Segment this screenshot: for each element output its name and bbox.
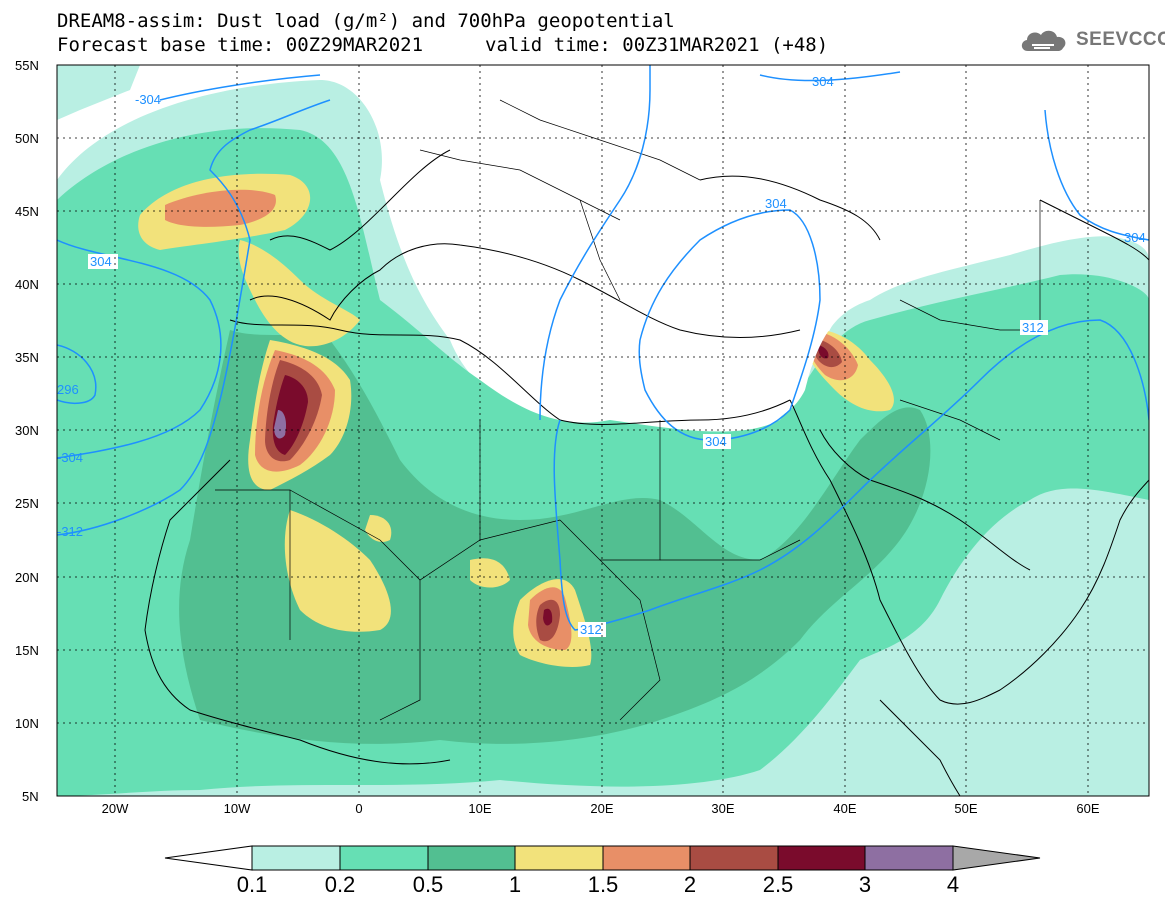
contour-label: 312 [580, 622, 602, 637]
lat-tick: 35N [15, 350, 39, 365]
contour-304-northwest [159, 74, 321, 101]
contour-label: 304 [90, 254, 112, 269]
gridlines [57, 65, 1149, 796]
colorbar-swatch [864, 845, 954, 871]
contour-304-northeast [759, 71, 901, 82]
colorbar-label: 0.5 [412, 872, 444, 897]
lat-tick: 55N [15, 58, 39, 73]
colorbar-label: 4 [946, 872, 960, 897]
lat-tick: 30N [15, 423, 39, 438]
valid-time: valid time: 00Z31MAR2021 (+48) [485, 34, 829, 56]
coastlines [144, 149, 1149, 796]
country-borders [215, 99, 1041, 721]
colorbar-swatch [339, 845, 429, 871]
colorbar-label: 1 [508, 872, 522, 897]
lat-tick: 45N [15, 204, 39, 219]
colorbar-swatch [251, 845, 341, 871]
lon-tick: 10E [468, 801, 491, 816]
contour-312-west [57, 99, 331, 536]
colorbar-swatch [777, 845, 866, 871]
colorbar-label: 0.2 [324, 872, 356, 897]
dust-field-3 [274, 410, 287, 439]
contour-label: 304 [705, 434, 727, 449]
colorbar-under-arrow [164, 845, 253, 871]
colorbar-over-arrow [952, 845, 1041, 871]
lat-tick: 40N [15, 277, 39, 292]
longitude-labels: 20W 10W 0 10E 20E 30E 40E 50E 60E [102, 801, 1100, 816]
seevccc-logo: SEEVCCC [1018, 27, 1165, 55]
logo-text: SEEVCCC [1076, 29, 1165, 50]
colorbar-label: 0.1 [236, 872, 268, 897]
colorbar-swatch [514, 845, 604, 871]
lon-tick: 40E [833, 801, 856, 816]
cloud-logo-icon [1021, 30, 1066, 51]
contour-296 [57, 344, 97, 405]
contour-304-central [553, 319, 1149, 631]
colorbar-label: 2 [683, 872, 697, 897]
lat-tick: 15N [15, 643, 39, 658]
contour-label: 296 [57, 382, 79, 397]
contour-labels: -304 304 296 -304 -312 304 304 304 312 3… [57, 74, 1146, 637]
lon-tick: 60E [1076, 801, 1099, 816]
geopotential-contours [57, 65, 1149, 631]
lat-tick: 25N [15, 496, 39, 511]
lon-tick: 20W [102, 801, 129, 816]
colorbar-swatch [689, 845, 779, 871]
colorbar-label: 3 [858, 872, 872, 897]
lon-tick: 30E [711, 801, 734, 816]
contour-304-east [638, 209, 821, 441]
lat-tick: 10N [15, 716, 39, 731]
lat-tick: 20N [15, 570, 39, 585]
contour-label: 312 [1022, 320, 1044, 335]
clear-area [380, 65, 1149, 424]
lat-tick: 50N [15, 131, 39, 146]
map-title: DREAM8-assim: Dust load (g/m²) and 700hP… [57, 10, 675, 32]
contour-304-west [57, 239, 222, 459]
map-frame [56, 64, 1150, 797]
contour-312-central [539, 65, 651, 421]
lon-tick: 20E [590, 801, 613, 816]
lon-tick: 50E [954, 801, 977, 816]
lat-tick: 5N [22, 789, 39, 804]
latitude-labels: 55N 50N 45N 40N 35N 30N 25N 20N 15N 10N … [15, 58, 39, 804]
lon-tick: 0 [355, 801, 362, 816]
colorbar-label: 2.5 [762, 872, 794, 897]
colorbar-label: 1.5 [587, 872, 619, 897]
colorbar [164, 845, 1041, 871]
contour-label: -304 [57, 450, 83, 465]
contour-label: 304 [1124, 230, 1146, 245]
contour-label: -304 [135, 92, 161, 107]
forecast-base-time: Forecast base time: 00Z29MAR2021 [57, 34, 424, 56]
colorbar-swatch [427, 845, 516, 871]
contour-label: 304 [812, 74, 834, 89]
colorbar-swatch [602, 845, 691, 871]
contour-304-farnortheast [1044, 109, 1149, 241]
lon-tick: 10W [224, 801, 251, 816]
contour-label: 304 [765, 196, 787, 211]
contour-label: -312 [57, 524, 83, 539]
